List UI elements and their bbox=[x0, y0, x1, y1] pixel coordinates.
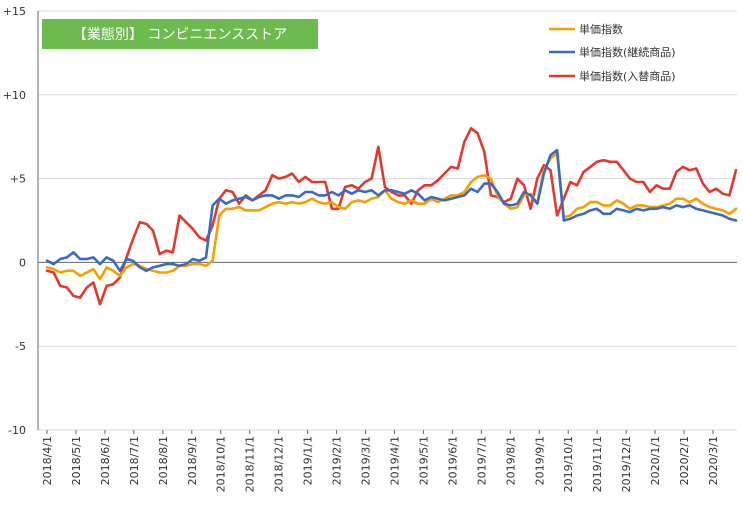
x-tick-label: 2018/10/1 bbox=[215, 436, 228, 492]
x-tick-label: 2019/7/1 bbox=[475, 436, 488, 485]
series-line-1 bbox=[45, 148, 738, 273]
x-tick-label: 2019/2/1 bbox=[331, 436, 344, 485]
x-tick-label: 2019/11/1 bbox=[591, 436, 604, 492]
legend-label: 単価指数(入替商品) bbox=[579, 69, 676, 83]
x-tick-label: 2019/10/1 bbox=[562, 436, 575, 492]
y-tick-label: -10 bbox=[8, 424, 26, 437]
x-tick-label: 2018/12/1 bbox=[273, 436, 286, 492]
chart-title-text: 【業態別】 コンビニエンスストア bbox=[73, 27, 287, 43]
y-tick-label: +15 bbox=[3, 5, 26, 18]
y-tick-label: +10 bbox=[3, 89, 26, 102]
grid-lines bbox=[38, 10, 737, 431]
y-tick-label: -5 bbox=[15, 340, 26, 353]
x-tick-label: 2019/9/1 bbox=[533, 436, 546, 485]
x-tick-label: 2018/4/1 bbox=[41, 436, 54, 485]
x-tick-label: 2019/1/1 bbox=[302, 436, 315, 485]
x-tick-label: 2020/1/1 bbox=[649, 436, 662, 485]
series-line-0 bbox=[45, 152, 738, 281]
y-tick-label: 0 bbox=[19, 256, 26, 269]
series-lines bbox=[45, 127, 738, 306]
x-tick-label: 2020/3/1 bbox=[707, 436, 720, 485]
y-axis: +15 +10 +5 0 -5 -10 bbox=[3, 5, 39, 437]
chart-title-background bbox=[42, 19, 318, 49]
chart-title: 【業態別】 コンビニエンスストア bbox=[42, 19, 318, 49]
legend-label: 単価指数(継続商品) bbox=[579, 45, 676, 59]
legend-label: 単価指数 bbox=[579, 22, 623, 36]
x-tick-label: 2019/12/1 bbox=[620, 436, 633, 492]
x-tick-label: 2019/8/1 bbox=[504, 436, 517, 485]
y-tick-label: +5 bbox=[10, 173, 26, 186]
x-tick-label: 2019/5/1 bbox=[417, 436, 430, 485]
x-tick-label: 2018/5/1 bbox=[70, 436, 83, 485]
x-tick-label: 2018/11/1 bbox=[244, 436, 257, 492]
x-tick-label: 2018/8/1 bbox=[157, 436, 170, 485]
series-line-2 bbox=[45, 127, 738, 306]
x-axis: 2018/4/1 2018/5/1 2018/6/1 2018/7/1 2018/8/1… bbox=[41, 430, 720, 492]
x-tick-label: 2018/7/1 bbox=[128, 436, 141, 485]
x-tick-label: 2018/9/1 bbox=[186, 436, 199, 485]
x-tick-label: 2020/2/1 bbox=[678, 436, 691, 485]
x-tick-label: 2019/3/1 bbox=[360, 436, 373, 485]
x-tick-label: 2019/4/1 bbox=[388, 436, 401, 485]
x-tick-label: 2018/6/1 bbox=[99, 436, 112, 485]
x-tick-label: 2019/6/1 bbox=[446, 436, 459, 485]
